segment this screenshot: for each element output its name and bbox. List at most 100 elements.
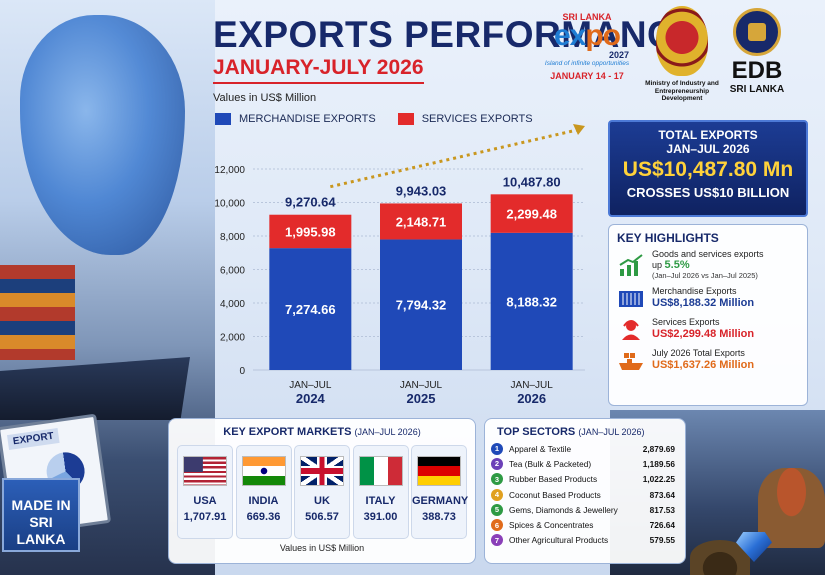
y-tick-label: 10,000 xyxy=(214,199,245,210)
highlight-july: July 2026 Total Exports US$1,637.26 Mill… xyxy=(617,347,799,373)
trend-arrow-line xyxy=(329,128,578,189)
market-value: 506.57 xyxy=(305,511,339,523)
national-emblem-icon xyxy=(656,6,708,76)
merch-label: Merchandise Exports xyxy=(652,286,737,296)
legend-item-merchandise: MERCHANDISE EXPORTS xyxy=(215,113,376,125)
y-tick-label: 0 xyxy=(239,366,245,377)
key-export-markets-panel: KEY EXPORT MARKETS (JAN–JUL 2026) USA 1,… xyxy=(168,418,476,564)
legend-label-services: SERVICES EXPORTS xyxy=(421,113,533,125)
bar-label-merchandise: 7,794.32 xyxy=(396,298,447,313)
bar-merchandise xyxy=(269,248,352,370)
markets-period: (JAN–JUL 2026) xyxy=(354,427,421,437)
market-value: 388.73 xyxy=(422,511,456,523)
sector-row: 5 Gems, Diamonds & Jewellery 817.53 xyxy=(491,502,679,517)
y-tick-label: 4,000 xyxy=(220,299,245,310)
chart-units-note: Values in US$ Million xyxy=(213,92,317,104)
top-sectors-panel: TOP SECTORS (JAN–JUL 2026) 1 Apparel & Te… xyxy=(484,418,686,564)
market-card-usa: USA 1,707.91 xyxy=(177,445,233,539)
italy-flag-icon xyxy=(358,456,403,486)
sector-list: 1 Apparel & Textile 2,879.69 2 Tea (Bulk & P… xyxy=(491,441,679,548)
x-tick-label-period: JAN–JUL xyxy=(511,380,554,391)
chart-legend: MERCHANDISE EXPORTS SERVICES EXPORTS xyxy=(215,113,533,125)
markets-heading: KEY EXPORT MARKETS (JAN–JUL 2026) xyxy=(223,426,421,438)
growth-chart-icon xyxy=(617,252,645,278)
x-tick-label-year: 2026 xyxy=(517,391,546,406)
bar-total-label: 9,270.64 xyxy=(285,195,336,210)
sector-rank-badge: 4 xyxy=(491,488,503,501)
sector-row: 2 Tea (Bulk & Packeted) 1,189.56 xyxy=(491,456,679,471)
sector-name: Tea (Bulk & Packeted) xyxy=(509,458,592,469)
y-tick-label: 8,000 xyxy=(220,232,245,243)
market-value: 1,707.91 xyxy=(183,511,227,523)
ship-icon xyxy=(617,347,645,373)
sector-rank-badge: 6 xyxy=(491,519,503,532)
bar-label-services: 2,148.71 xyxy=(396,214,447,229)
total-box-period: JAN–JUL 2026 xyxy=(666,142,750,156)
market-value: 391.00 xyxy=(363,511,398,523)
market-card-india: INDIA 669.36 xyxy=(235,445,292,539)
july-label: July 2026 Total Exports xyxy=(652,348,745,358)
market-name: GERMANY xyxy=(412,495,469,507)
x-tick-label-period: JAN–JUL xyxy=(289,380,332,391)
market-card-italy: ITALY 391.00 xyxy=(352,445,409,539)
legend-swatch-merchandise xyxy=(215,113,231,125)
edb-country: SRI LANKA xyxy=(729,84,785,95)
sector-row: 4 Coconut Based Products 873.64 xyxy=(491,487,679,502)
growth-note: (Jan–Jul 2026 vs Jan–Jul 2025) xyxy=(652,271,758,280)
sector-rank-badge: 1 xyxy=(491,442,503,455)
ministry-logo: Ministry of Industry and Entrepreneurshi… xyxy=(642,6,722,111)
bar-total-label: 10,487.80 xyxy=(503,174,561,189)
bar-merchandise xyxy=(490,232,573,370)
total-box-note: CROSSES US$10 BILLION xyxy=(626,185,790,200)
highlight-services: Services Exports US$2,299.48 Million xyxy=(617,316,799,342)
expo-logo: SRI LANKA expo 2027 Island of infinite o… xyxy=(537,12,637,84)
sri-lanka-map-icon xyxy=(20,15,185,255)
sector-name: Other Agricultural Products xyxy=(509,535,609,546)
sector-name: Rubber Based Products xyxy=(509,474,598,485)
clipboard-label: EXPORT xyxy=(6,428,60,451)
x-tick-label-period: JAN–JUL xyxy=(400,380,443,391)
expo-wordmark-part1: ex xyxy=(553,19,586,52)
bar-merchandise xyxy=(380,239,462,370)
total-exports-box: TOTAL EXPORTS JAN–JUL 2026 US$10,487.80 … xyxy=(608,120,808,217)
key-highlights-panel: KEY HIGHLIGHTS Goods and services export… xyxy=(608,224,808,406)
sector-row: 1 Apparel & Textile 2,879.69 xyxy=(491,441,679,456)
sector-name: Coconut Based Products xyxy=(509,489,601,500)
container-icon xyxy=(617,285,645,311)
edb-logo: EDB SRI LANKA xyxy=(722,8,792,103)
market-card-germany: GERMANY 388.73 xyxy=(411,445,469,539)
exports-stacked-bar-chart: 0 2,000 4,000 6,000 8,000 10,000 12,000 7,274.6… xyxy=(214,124,585,406)
legend-swatch-services xyxy=(397,113,414,125)
x-tick-label-year: 2024 xyxy=(296,391,326,406)
bar-total-label: 9,943.03 xyxy=(396,183,447,198)
market-value: 669.36 xyxy=(246,511,281,523)
expo-logo-dates: JANUARY 14 - 17 xyxy=(550,71,624,81)
services-label: Services Exports xyxy=(652,317,720,327)
page-title: EXPORTS PERFORMANCE xyxy=(213,14,700,55)
growth-value: 5.5% xyxy=(664,259,690,271)
growth-label: Goods and services exports xyxy=(652,249,764,259)
highlight-growth: Goods and services exports up 5.5% (Jan–… xyxy=(617,249,799,280)
bar-label-merchandise: 7,274.66 xyxy=(285,302,336,317)
ministry-name: Ministry of Industry and Entrepreneurshi… xyxy=(645,80,719,102)
july-value: US$1,637.26 Million xyxy=(652,359,755,371)
x-tick-label-year: 2025 xyxy=(407,391,436,406)
crate-label-line2: SRI LANKA xyxy=(16,514,66,547)
expo-logo-year: 2027 xyxy=(608,50,629,60)
edb-emblem-icon xyxy=(733,8,781,56)
market-name: INDIA xyxy=(248,495,279,507)
highlights-heading: KEY HIGHLIGHTS xyxy=(617,231,719,245)
bar-services xyxy=(380,203,462,240)
legend-item-services: SERVICES EXPORTS xyxy=(397,113,533,125)
edb-name: EDB xyxy=(731,57,783,84)
page-subtitle: JANUARY-JULY 2026 xyxy=(213,56,424,84)
y-tick-label: 12,000 xyxy=(214,165,245,176)
sector-value: 2,879.69 xyxy=(642,443,675,454)
y-tick-label: 6,000 xyxy=(220,266,245,277)
bar-label-services: 1,995.98 xyxy=(285,224,336,239)
sector-name: Apparel & Textile xyxy=(509,443,572,454)
sector-value: 873.64 xyxy=(649,489,675,500)
expo-wordmark-part2: po xyxy=(585,19,621,52)
shipping-containers-image xyxy=(0,265,75,360)
growth-prefix: up xyxy=(652,260,663,270)
